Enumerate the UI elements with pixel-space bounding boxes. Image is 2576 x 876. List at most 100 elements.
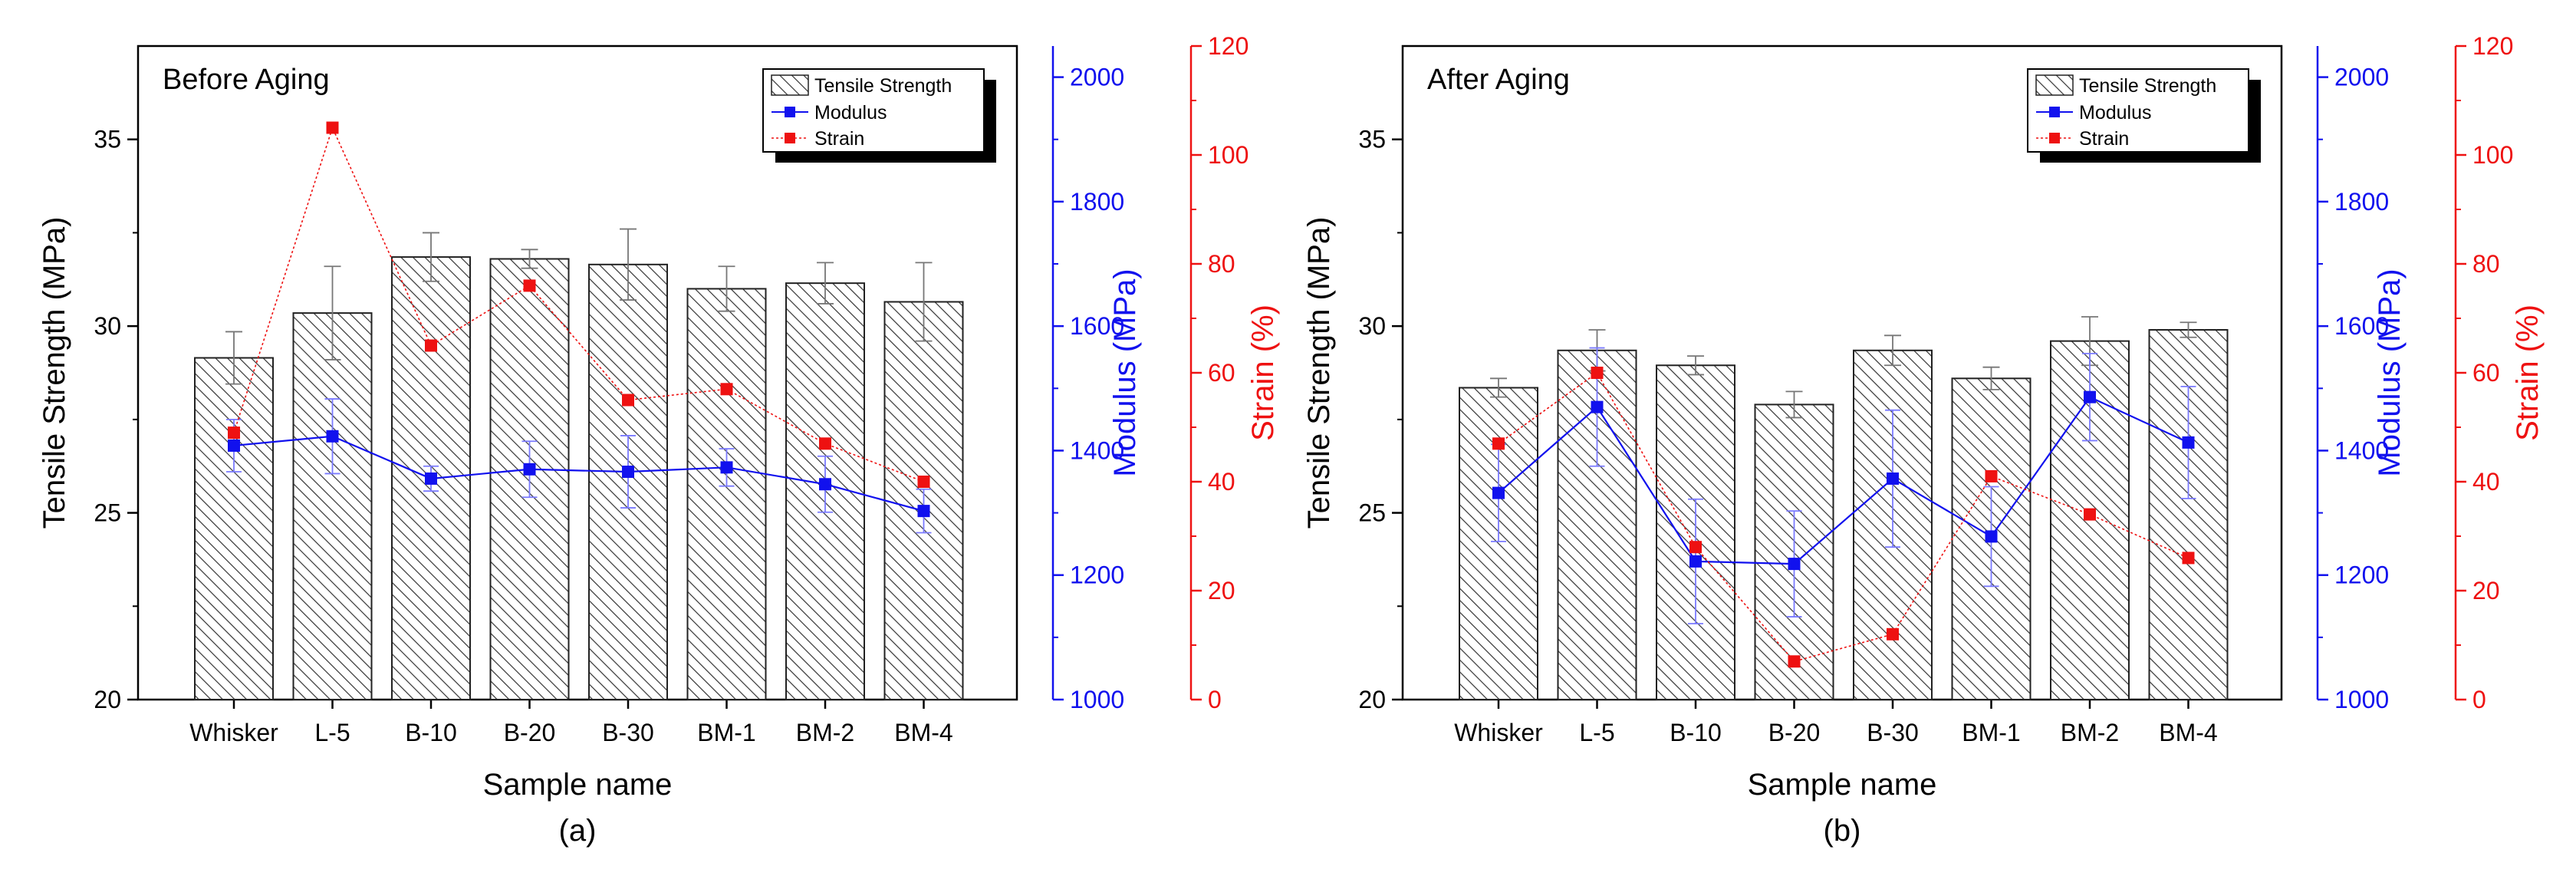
modulus-point (1985, 530, 1998, 543)
legend: Tensile Strength Modulus Strain (2027, 68, 2261, 163)
legend-label-modulus: Modulus (814, 102, 887, 123)
bar-tensile-strength (292, 312, 373, 700)
strain-point (326, 121, 339, 134)
modulus-tick-label: 2000 (1070, 64, 1124, 91)
strain-series-line (233, 126, 924, 482)
strain-series-line (1498, 371, 2189, 663)
modulus-point (622, 466, 634, 479)
modulus-point (1591, 400, 1604, 413)
bar-tensile-strength (194, 357, 274, 700)
y-axis-label-tensile: Tensile Strength (MPa) (1302, 217, 1336, 529)
diagonal-hatch-icon (771, 74, 809, 96)
legend-label-strain: Strain (2079, 128, 2129, 150)
strain-tick-label: 40 (1208, 468, 1235, 496)
y-axis-label-tensile: Tensile Strength (MPa) (38, 217, 71, 529)
bar-tensile-strength (686, 288, 767, 700)
y-tick-label: 30 (1358, 312, 1386, 340)
x-tick-label: B-20 (504, 719, 556, 746)
modulus-tick-label: 1000 (2334, 686, 2389, 713)
modulus-tick-label: 1600 (1070, 312, 1124, 340)
x-tick-label: L-5 (1579, 719, 1614, 746)
legend: Tensile Strength Modulus Strain (762, 68, 996, 163)
strain-tick-label: 120 (2472, 32, 2513, 60)
plot-area-frame (137, 44, 1018, 701)
modulus-tick-label: 1600 (2334, 312, 2389, 340)
modulus-tick-label: 1200 (1070, 561, 1124, 589)
modulus-tick-label: 2000 (2334, 64, 2389, 91)
y-tick-label: 35 (1358, 126, 1386, 153)
red-square-marker-icon (2049, 133, 2060, 143)
x-tick-label: BM-4 (2159, 719, 2217, 746)
modulus-point (228, 439, 240, 452)
y-tick-label: 30 (94, 312, 121, 340)
legend-label-tensile: Tensile Strength (814, 75, 952, 97)
x-tick-label: BM-1 (1962, 719, 2020, 746)
strain-tick-label: 100 (1208, 141, 1249, 169)
modulus-point (1887, 472, 1899, 485)
x-tick-label: Whisker (189, 719, 278, 746)
diagonal-hatch-icon (2035, 74, 2074, 96)
strain-point (917, 476, 930, 488)
strain-point (1591, 367, 1604, 379)
modulus-point (1788, 558, 1801, 571)
chart-title: Before Aging (163, 64, 330, 96)
strain-tick-label: 100 (2472, 141, 2513, 169)
modulus-point (1689, 555, 1702, 568)
chart-panel-after-aging: After Aging Sample name (b) Tensile Stre… (1302, 32, 2545, 848)
strain-point (1788, 655, 1801, 668)
strain-tick-label: 60 (2472, 359, 2500, 387)
strain-point (720, 383, 733, 396)
strain-point (2084, 508, 2096, 521)
strain-point (1492, 437, 1505, 450)
modulus-tick-label: 1800 (2334, 188, 2389, 216)
modulus-tick-label: 1400 (2334, 436, 2389, 464)
strain-tick-label: 20 (1208, 577, 1235, 604)
y-axis-label-modulus: Modulus (MPa) (2373, 268, 2407, 476)
x-tick-label: BM-2 (2061, 719, 2119, 746)
y-tick-label: 20 (94, 686, 121, 713)
bar-tensile-strength (1459, 387, 1538, 700)
y-tick-label: 20 (1358, 686, 1386, 713)
figure-caption: (a) (559, 814, 597, 848)
strain-tick-label: 20 (2472, 577, 2500, 604)
modulus-point (326, 430, 339, 443)
strain-tick-label: 0 (1208, 686, 1222, 713)
x-tick-label: Whisker (1454, 719, 1543, 746)
x-tick-label: BM-4 (894, 719, 952, 746)
strain-tick-label: 80 (1208, 250, 1235, 278)
x-tick-label: B-20 (1768, 719, 1821, 746)
legend-label-modulus: Modulus (2079, 102, 2152, 123)
bar-tensile-strength (588, 263, 668, 701)
figure-caption: (b) (1824, 814, 1861, 848)
modulus-point (2084, 390, 2096, 403)
modulus-point (917, 505, 930, 518)
strain-point (1689, 541, 1702, 554)
strain-tick-label: 60 (1208, 359, 1235, 387)
y-tick-label: 25 (94, 499, 121, 527)
modulus-point (2182, 436, 2195, 449)
modulus-series-line (1498, 396, 2189, 565)
strain-tick-label: 0 (2472, 686, 2486, 713)
modulus-tick-label: 1200 (2334, 561, 2389, 589)
modulus-tick-label: 1400 (1070, 436, 1124, 464)
modulus-series-line (233, 435, 924, 512)
strain-point (622, 394, 634, 407)
chart-panel-before-aging: Before Aging Sample name (a) Tensile Str… (38, 32, 1280, 848)
x-tick-label: B-30 (602, 719, 654, 746)
y-tick-label: 35 (94, 126, 121, 153)
modulus-tick-label: 1000 (1070, 686, 1124, 713)
modulus-point (819, 478, 831, 491)
modulus-point (523, 463, 536, 476)
x-tick-label: B-10 (405, 719, 457, 746)
plot-area-frame (1401, 44, 2283, 701)
strain-point (523, 279, 536, 292)
strain-tick-label: 40 (2472, 468, 2500, 496)
blue-square-marker-icon (2049, 107, 2060, 117)
strain-tick-label: 120 (1208, 32, 1249, 60)
x-axis-label: Sample name (483, 768, 673, 802)
x-tick-label: L-5 (314, 719, 350, 746)
y-tick-label: 25 (1358, 499, 1386, 527)
bar-tensile-strength (2148, 329, 2229, 700)
modulus-tick-label: 1800 (1070, 188, 1124, 216)
